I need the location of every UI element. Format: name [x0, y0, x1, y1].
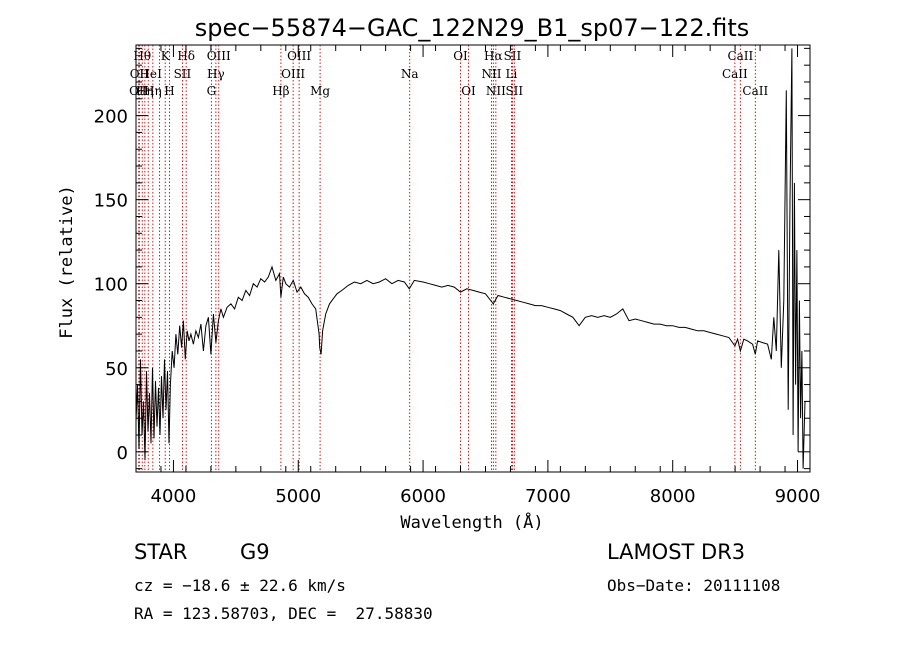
line-label-22: Hα: [484, 49, 503, 63]
coordinates-text: RA = 123.58703, DEC = 27.58830: [134, 604, 433, 623]
spectrum-series: [135, 48, 806, 469]
line-label-19: OI: [453, 49, 468, 63]
spectral-line-labels: OIIOIIHθHηHeHηIKHSIIHδGHγOIIIHβOIIIOIIIM…: [129, 49, 768, 98]
x-tick-label-5: 9000: [775, 486, 821, 507]
plot-frame: [135, 44, 811, 473]
line-label-21: NII: [481, 67, 501, 81]
line-label-6: I: [157, 67, 162, 81]
line-label-29: CaII: [742, 84, 768, 98]
line-label-20: OI: [461, 84, 476, 98]
y-tick-label-3: 150: [94, 191, 128, 212]
line-label-16: OIII: [287, 49, 311, 63]
y-axis-label: Flux (relative): [57, 185, 77, 339]
y-tick-label-4: 200: [94, 107, 128, 128]
line-label-28: CaII: [727, 49, 753, 63]
line-label-14: Hβ: [272, 84, 289, 98]
y-tick-label-0: 0: [117, 443, 128, 464]
line-label-10: Hδ: [177, 49, 195, 63]
line-label-2: Hθ: [133, 49, 151, 63]
y-tick-label-2: 100: [94, 275, 128, 296]
redshift-text: cz = −18.6 ± 22.6 km/s: [134, 576, 346, 595]
line-label-8: H: [164, 84, 174, 98]
line-label-4: He: [139, 67, 157, 81]
line-label-7: K: [161, 49, 171, 63]
x-tick-label-4: 8000: [650, 486, 696, 507]
line-label-3: Hη: [136, 84, 154, 98]
line-label-12: Hγ: [207, 67, 225, 81]
line-label-24: Li: [506, 67, 518, 81]
x-tick-label-0: 4000: [151, 486, 197, 507]
line-label-27: CaII: [722, 67, 748, 81]
x-axis-label: Wavelength (Å): [400, 511, 543, 533]
chart-title: spec−55874−GAC_122N29_B1_sp07−122.fits: [195, 14, 750, 42]
line-label-23: NII: [486, 84, 506, 98]
x-axis-ticks: 4000 5000 6000 7000 8000 9000: [135, 45, 821, 507]
line-label-9: SII: [174, 67, 192, 81]
line-label-5: Hη: [144, 84, 162, 98]
line-label-1: OII: [130, 67, 150, 81]
line-label-0: OII: [129, 84, 149, 98]
survey-name: LAMOST DR3: [607, 540, 746, 564]
x-tick-label-3: 7000: [525, 486, 571, 507]
object-class: STAR: [134, 540, 188, 564]
obs-date-text: Obs−Date: 20111108: [607, 576, 781, 595]
line-label-18: Na: [401, 67, 419, 81]
spectral-subclass: G9: [240, 540, 270, 564]
line-label-13: OIII: [207, 49, 231, 63]
line-label-25: SII: [504, 49, 522, 63]
y-axis-ticks: 0 50 100 150 200: [94, 47, 810, 470]
x-tick-label-1: 5000: [275, 486, 321, 507]
line-label-26: SII: [505, 84, 523, 98]
line-label-17: Mg: [310, 84, 330, 98]
y-tick-label-1: 50: [105, 359, 128, 380]
line-label-11: G: [207, 84, 217, 98]
x-tick-label-2: 6000: [400, 486, 446, 507]
line-label-15: OIII: [281, 67, 305, 81]
spectral-line-markers: [138, 45, 756, 472]
